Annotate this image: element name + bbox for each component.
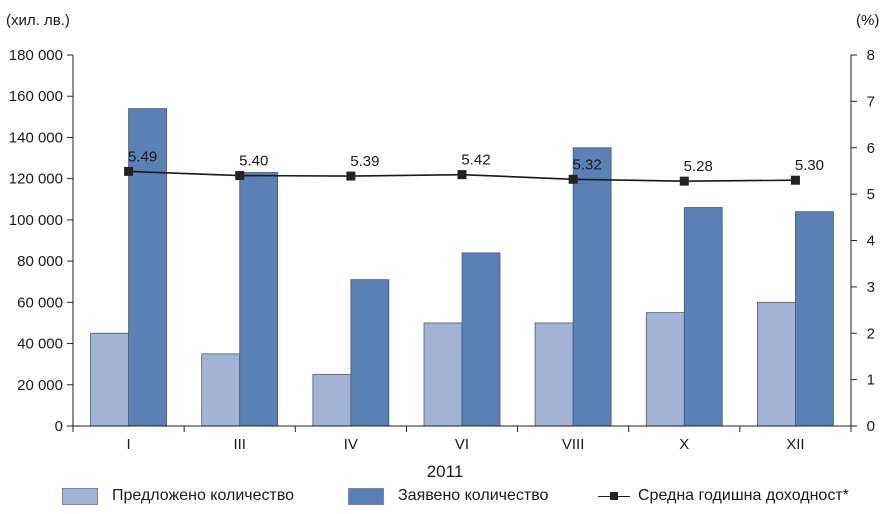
bar-offered-2 <box>201 353 241 427</box>
legend-swatch-requested <box>348 487 384 505</box>
yield-data-label-2: 5.40 <box>239 153 268 170</box>
bar-requested-1 <box>128 108 167 427</box>
legend-line-marker-icon <box>598 489 630 504</box>
right-tick-label-4: 4 <box>867 233 875 250</box>
legend-item-offered: Предложено количество <box>62 487 294 505</box>
legend-label-yield: Средна годишна доходност* <box>638 487 849 504</box>
yield-marker-7 <box>790 175 800 185</box>
yield-data-label-4: 5.42 <box>461 152 490 169</box>
yield-marker-1 <box>124 166 134 176</box>
bar-offered-6 <box>645 312 685 427</box>
x-tick-label-1: I <box>126 436 130 453</box>
legend-label-offered: Предложено количество <box>112 487 295 504</box>
right-tick-label-5: 5 <box>867 186 875 203</box>
yield-marker-2 <box>235 171 245 181</box>
left-tick-label-3: 60 000 <box>17 294 63 311</box>
x-tick-label-3: IV <box>344 436 358 453</box>
yield-marker-4 <box>457 170 467 180</box>
yield-data-label-7: 5.30 <box>795 157 824 174</box>
left-tick-label-5: 100 000 <box>9 212 63 229</box>
bar-requested-3 <box>350 279 390 427</box>
bar-requested-2 <box>239 172 279 427</box>
bar-requested-7 <box>795 211 834 427</box>
yield-data-label-3: 5.39 <box>350 153 379 170</box>
left-tick-label-4: 80 000 <box>17 253 63 270</box>
left-tick-label-8: 160 000 <box>9 88 63 105</box>
right-tick-label-2: 2 <box>867 325 875 342</box>
yield-marker-5 <box>568 174 578 184</box>
left-tick-label-0: 0 <box>55 418 63 435</box>
legend-item-yield: Средна годишна доходност* <box>598 487 849 505</box>
bar-offered-4 <box>423 322 463 427</box>
right-tick-label-0: 0 <box>867 418 875 435</box>
x-tick-label-7: XII <box>786 436 804 453</box>
yield-marker-6 <box>679 176 689 186</box>
legend-swatch-offered <box>62 487 98 505</box>
x-tick-label-6: X <box>679 436 689 453</box>
legend-label-requested: Заявено количество <box>398 487 549 504</box>
x-tick-label-2: III <box>233 436 246 453</box>
right-tick-label-7: 7 <box>867 93 875 110</box>
left-tick-label-7: 140 000 <box>9 129 63 146</box>
x-tick-label-4: VI <box>455 436 469 453</box>
left-tick-label-6: 120 000 <box>9 171 63 188</box>
right-axis-unit: (%) <box>856 12 880 29</box>
bar-requested-6 <box>683 207 723 427</box>
bar-offered-3 <box>312 374 352 427</box>
right-tick-label-3: 3 <box>867 279 875 296</box>
yield-data-label-5: 5.32 <box>573 156 602 173</box>
yield-marker-3 <box>346 171 356 181</box>
bar-offered-5 <box>534 322 574 427</box>
right-tick-label-6: 6 <box>867 140 875 157</box>
x-axis-label: 2011 <box>426 462 464 481</box>
left-tick-label-2: 40 000 <box>17 336 63 353</box>
left-axis-unit: (хил. лв.) <box>6 12 70 29</box>
right-tick-label-8: 8 <box>867 47 875 64</box>
bar-offered-7 <box>757 301 796 427</box>
legend: Предложено количество Заявено количество… <box>0 487 890 513</box>
left-tick-label-1: 20 000 <box>17 377 63 394</box>
legend-item-requested: Заявено количество <box>348 487 548 505</box>
left-tick-label-9: 180 000 <box>9 47 63 64</box>
bar-requested-5 <box>572 147 612 427</box>
yield-data-label-1: 5.49 <box>128 148 157 165</box>
bar-requested-4 <box>461 252 501 427</box>
yield-data-label-6: 5.28 <box>684 158 713 175</box>
x-tick-label-5: VIII <box>562 436 585 453</box>
right-tick-label-1: 1 <box>867 372 875 389</box>
bar-offered-1 <box>90 332 129 427</box>
